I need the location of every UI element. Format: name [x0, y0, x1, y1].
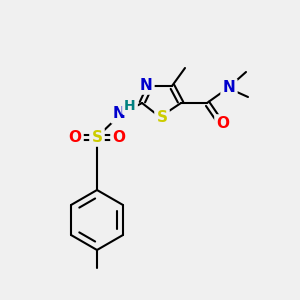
Text: S: S: [157, 110, 167, 125]
Text: N: N: [140, 77, 152, 92]
Text: N: N: [112, 106, 125, 122]
Text: O: O: [112, 130, 125, 145]
Text: O: O: [68, 130, 82, 145]
Text: H: H: [124, 99, 136, 113]
Text: O: O: [217, 116, 230, 131]
Text: S: S: [92, 130, 103, 145]
Text: N: N: [223, 80, 236, 95]
